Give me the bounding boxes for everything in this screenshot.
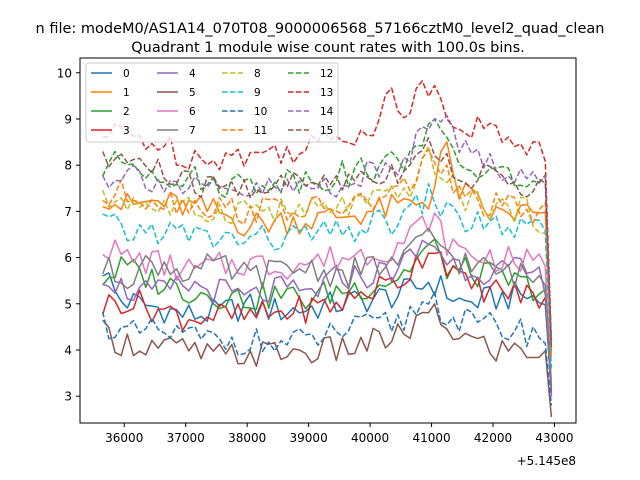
y-axis: 3 4 5 6 7 8 9 10 (57, 66, 80, 404)
legend-label-10: 10 (254, 106, 267, 118)
legend-label-5: 5 (189, 87, 196, 99)
series-line-6 (102, 212, 553, 383)
legend-box (85, 62, 339, 143)
series-line-0 (102, 272, 553, 392)
plot-frame (79, 57, 577, 424)
legend-label-4: 4 (189, 68, 196, 80)
legend-label-11: 11 (254, 125, 267, 137)
legend-label-3: 3 (123, 125, 130, 137)
y-tick-label: 9 (64, 112, 72, 126)
x-axis: 36000 37000 38000 39000 40000 41000 42000 43000 (105, 423, 574, 445)
x-tick-label: 41000 (412, 431, 450, 445)
x-axis-offset-label: +5.145e8 (517, 454, 576, 468)
y-tick-label: 3 (64, 390, 72, 404)
legend-label-14: 14 (320, 106, 334, 118)
y-tick-label: 4 (64, 344, 72, 358)
legend-label-9: 9 (254, 87, 261, 99)
y-tick-label: 8 (64, 159, 72, 173)
x-tick-label: 42000 (474, 431, 512, 445)
series-line-5 (102, 303, 553, 418)
legend-label-0: 0 (123, 68, 130, 80)
series-line-3 (101, 251, 553, 397)
series-line-14 (102, 114, 553, 346)
x-tick-label: 38000 (228, 431, 266, 445)
x-tick-label: 43000 (535, 431, 573, 445)
x-tick-label: 39000 (290, 431, 328, 445)
x-tick-label: 36000 (105, 431, 143, 445)
x-tick-label: 40000 (351, 431, 389, 445)
chart-title: Quadrant 1 module wise count rates with … (131, 40, 525, 56)
legend-label-8: 8 (254, 68, 261, 80)
figure-suptitle: n file: modeM0/AS1A14_070T08_9000006568_… (36, 21, 605, 37)
legend-label-7: 7 (189, 125, 196, 137)
series-line-12 (102, 118, 553, 346)
legend-label-15: 15 (320, 125, 333, 137)
legend-label-2: 2 (123, 106, 130, 118)
legend-label-13: 13 (320, 87, 333, 99)
y-tick-label: 7 (64, 205, 72, 219)
series-line-15 (102, 137, 553, 351)
legend-label-12: 12 (320, 68, 333, 80)
x-tick-label: 37000 (167, 431, 205, 445)
y-tick-label: 10 (57, 66, 72, 80)
series-line-7 (101, 227, 553, 388)
legend-label-1: 1 (123, 87, 130, 99)
series-layer (101, 80, 553, 418)
legend-label-6: 6 (189, 106, 196, 118)
series-line-10 (101, 291, 553, 406)
y-tick-label: 5 (64, 297, 72, 311)
y-tick-label: 6 (64, 251, 72, 265)
series-line-8 (101, 145, 553, 355)
series-line-9 (102, 182, 553, 369)
series-line-2 (102, 238, 553, 388)
series-line-11 (102, 148, 553, 360)
